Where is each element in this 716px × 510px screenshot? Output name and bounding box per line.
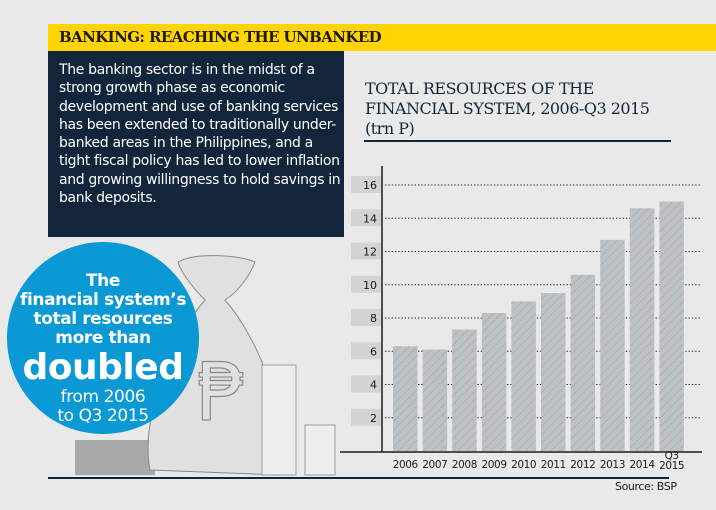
callout-highlight: doubled [22,347,184,388]
bar [629,208,655,451]
bar [600,239,625,451]
title-divider [364,140,671,142]
x-tick-label: 2014 [629,459,655,471]
y-tick-box [351,309,381,326]
callout-line: total resources [33,309,173,329]
x-tick-label: 2009 [481,459,506,471]
coin-stack-icon [261,364,336,476]
y-tick-box [351,242,381,260]
y-tick-box [351,375,381,393]
y-tick-label: 8 [370,312,377,325]
x-tick-label: Q3 [665,450,679,462]
callout-line: The [85,271,121,291]
y-tick-box [351,209,381,227]
y-tick-box [351,342,381,360]
y-tick-label: 4 [370,379,377,392]
bar [511,301,536,451]
y-tick-box [351,275,381,293]
bar [422,349,448,451]
y-tick-label: 10 [363,279,377,292]
callout-line: more than [55,328,151,348]
intro-panel: The banking sector is in the midst of a … [48,51,344,237]
bar [570,274,596,451]
chart-title-line: TOTAL RESOURCES OF THE [365,79,594,98]
y-tick-label: 2 [370,412,377,425]
x-tick-label: 2007 [422,459,447,471]
section-banner: BANKING: REACHING THE UNBANKED [48,24,716,51]
bar [393,346,418,451]
x-tick-label: 2011 [541,459,566,471]
x-tick-label: 2008 [452,459,477,471]
bottom-divider [48,477,669,479]
callout-line: to Q3 2015 [57,406,149,426]
y-tick-label: 12 [363,246,377,259]
bar [659,201,684,451]
chart-title: TOTAL RESOURCES OF THE FINANCIAL SYSTEM,… [365,79,650,139]
callout-circle: The financial system’s total resources m… [7,242,199,434]
x-tick-label: 2013 [600,459,625,471]
y-tick-box [351,176,381,193]
bar [452,329,477,451]
x-tick-label: 2006 [393,459,419,471]
peso-sign-icon: ₱ [197,346,248,439]
x-tick-label: 2012 [570,459,595,471]
x-tick-label: 2015 [659,460,684,472]
callout-line: financial system’s [19,290,187,310]
bill-stack-icon [75,440,155,475]
y-tick-label: 16 [363,179,377,192]
source-note: Source: BSP [615,480,677,493]
y-tick-label: 14 [363,212,377,225]
chart-title-line: FINANCIAL SYSTEM, 2006-Q3 2015 [365,99,650,118]
x-tick-label: 2010 [511,459,536,471]
section-title: BANKING: REACHING THE UNBANKED [59,28,382,46]
y-tick-label: 6 [370,345,377,358]
chart-title-line: (trn P) [365,119,415,138]
y-tick-box [351,408,381,426]
intro-text: The banking sector is in the midst of a … [59,62,341,207]
bar [481,313,507,451]
callout-line: from 2006 [60,387,146,407]
bar [541,293,566,451]
